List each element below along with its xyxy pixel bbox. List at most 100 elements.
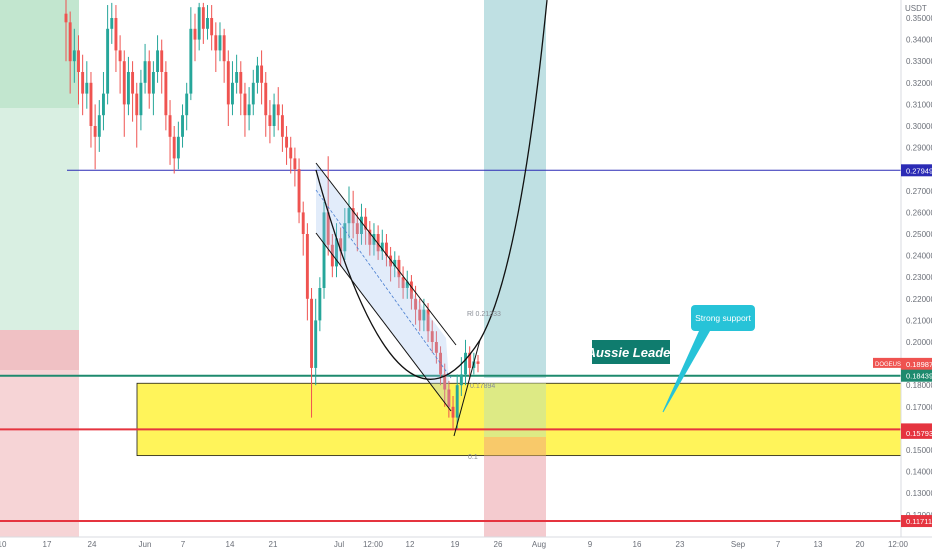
candle-body (405, 281, 409, 288)
candle (280, 104, 284, 152)
candle (156, 35, 160, 83)
candle (297, 158, 301, 224)
pivot-price-tag-text: 0.18439 (906, 372, 932, 381)
candle-body (330, 244, 334, 267)
candle-body (447, 389, 451, 407)
candle-body (264, 82, 268, 116)
candle (110, 2, 114, 44)
time-tick-label: 19 (451, 540, 460, 549)
candle (189, 7, 193, 101)
candle-body (101, 93, 105, 116)
candle-body (243, 93, 247, 116)
candle (468, 346, 472, 379)
candle (206, 5, 209, 40)
time-tick-label: Jul (334, 540, 344, 549)
quote-currency-label: USDT (905, 4, 927, 13)
candle (231, 61, 234, 116)
candle-body (118, 50, 122, 62)
candle-body (476, 361, 480, 364)
strong-support-text: Strong support (695, 313, 751, 323)
candle (301, 201, 305, 256)
candle-body (414, 298, 418, 310)
candle-body (393, 259, 397, 267)
candle (272, 93, 276, 137)
candle-body (468, 352, 472, 368)
time-tick-label: Jun (139, 540, 152, 549)
candle (339, 227, 343, 267)
candle-body (335, 238, 338, 267)
time-axis[interactable] (0, 537, 901, 550)
candle (384, 234, 388, 267)
candle-body (106, 28, 110, 94)
candle-body (443, 374, 447, 390)
candle-body (401, 277, 405, 288)
candle (193, 13, 197, 62)
candle-body (301, 212, 305, 234)
candle-body (247, 104, 251, 116)
candle (380, 229, 384, 260)
candle-body (214, 35, 218, 51)
time-tick-label: 17 (43, 540, 52, 549)
candle-body (193, 28, 197, 40)
candle-body (147, 61, 151, 94)
falling-channel-midline (315, 189, 452, 379)
candle-body (206, 18, 209, 29)
candle (218, 22, 222, 62)
candle-body (135, 93, 139, 116)
pivot-price-tag (901, 369, 932, 382)
candle-body (464, 352, 467, 375)
candle-body (260, 65, 264, 83)
candle-body (355, 223, 359, 234)
candle-body (268, 115, 272, 126)
time-tick-label: 26 (494, 540, 503, 549)
candle-body (239, 72, 243, 94)
time-tick-label: 10 (0, 540, 7, 549)
candle (422, 298, 426, 332)
candle (430, 320, 434, 353)
strong-support-callout[interactable] (691, 305, 755, 331)
candle (343, 208, 347, 260)
candle-body (93, 126, 97, 137)
candle (376, 225, 380, 260)
candle (393, 251, 397, 278)
price-axis[interactable] (901, 0, 932, 550)
candle (72, 28, 76, 83)
candle (101, 72, 105, 131)
candle (351, 190, 355, 239)
time-tick-label: 12 (406, 540, 415, 549)
falling-channel-lower-line[interactable] (315, 232, 452, 412)
candle (455, 374, 459, 429)
candle-body (314, 320, 318, 368)
candle-body (280, 115, 284, 137)
time-tick-label: 21 (269, 540, 278, 549)
candle-body (222, 35, 226, 62)
time-tick-label: 20 (856, 540, 865, 549)
candle-body (168, 115, 172, 137)
position-stop-label: 0.1 (468, 454, 478, 461)
candle (251, 69, 255, 116)
candle-body (310, 298, 313, 368)
candle (68, 11, 72, 94)
candle-body (81, 72, 85, 94)
candle (464, 339, 467, 386)
position-entry-overlap (484, 383, 546, 437)
candle-body (364, 216, 368, 230)
candle-body (164, 72, 168, 116)
time-tick-label: 24 (88, 540, 97, 549)
time-tick-label: 23 (676, 540, 685, 549)
falling-channel-upper-line[interactable] (315, 162, 457, 346)
candle (131, 61, 135, 122)
candle (135, 82, 139, 148)
candle (355, 212, 359, 252)
candle (276, 87, 280, 131)
